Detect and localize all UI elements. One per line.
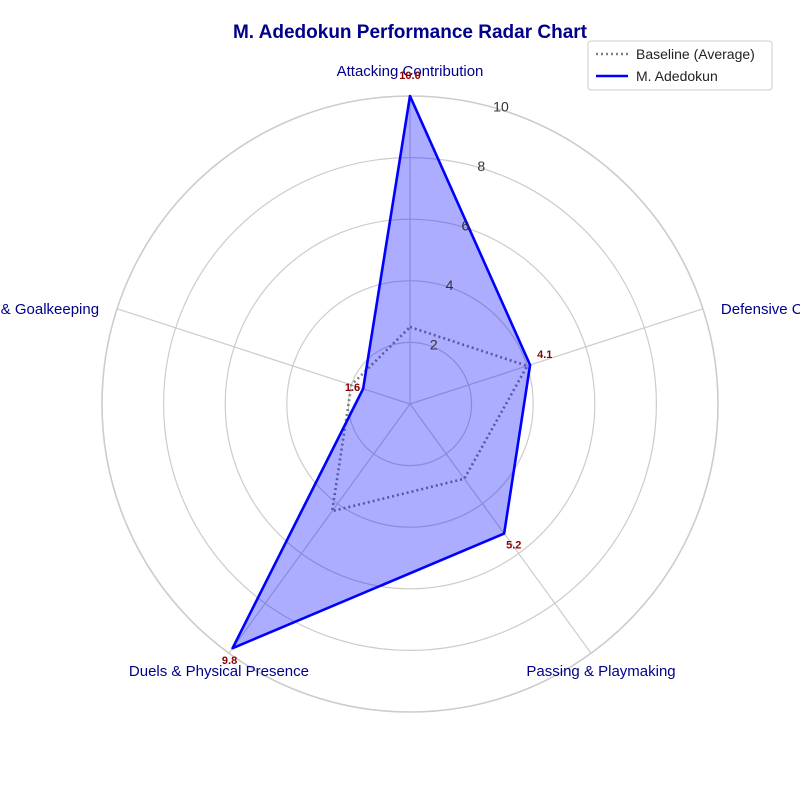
r-tick-label: 2 xyxy=(430,336,438,352)
r-tick-label: 6 xyxy=(462,217,470,233)
r-tick-label: 8 xyxy=(477,158,485,174)
legend-label-baseline: Baseline (Average) xyxy=(636,46,755,62)
category-label: Defensive Capability xyxy=(721,301,800,318)
grid-spoke xyxy=(409,308,704,405)
grid-spoke xyxy=(228,403,411,654)
r-tick-label: 4 xyxy=(446,277,454,293)
category-label: Passing & Playmaking xyxy=(526,663,675,680)
data-label: 4.1 xyxy=(537,349,552,361)
r-tick-label: 10 xyxy=(493,98,509,114)
baseline-series-line xyxy=(330,325,529,513)
adedokun-series-line xyxy=(231,94,532,650)
legend: Baseline (Average) M. Adedokun xyxy=(587,40,773,91)
category-label: Attacking Contribution xyxy=(337,63,484,80)
legend-box xyxy=(587,40,773,91)
category-label: Duels & Physical Presence xyxy=(129,663,309,680)
legend-label-adedokun: M. Adedokun xyxy=(636,68,718,84)
radar-labels: 2 4 6 8 10 Attacking Contribution Defensive Ca… xyxy=(0,63,800,680)
chart-title: M. Adedokun Performance Radar Chart xyxy=(233,22,588,43)
data-label: 10.0 xyxy=(399,70,420,82)
grid-spoke xyxy=(409,403,592,654)
category-label: Discipline & Goalkeeping xyxy=(0,301,99,318)
data-label: 5.2 xyxy=(506,540,521,552)
data-label: 1.6 xyxy=(345,382,360,394)
radar-series xyxy=(231,94,532,650)
data-label: 9.8 xyxy=(222,655,237,667)
grid-spoke xyxy=(116,308,411,405)
